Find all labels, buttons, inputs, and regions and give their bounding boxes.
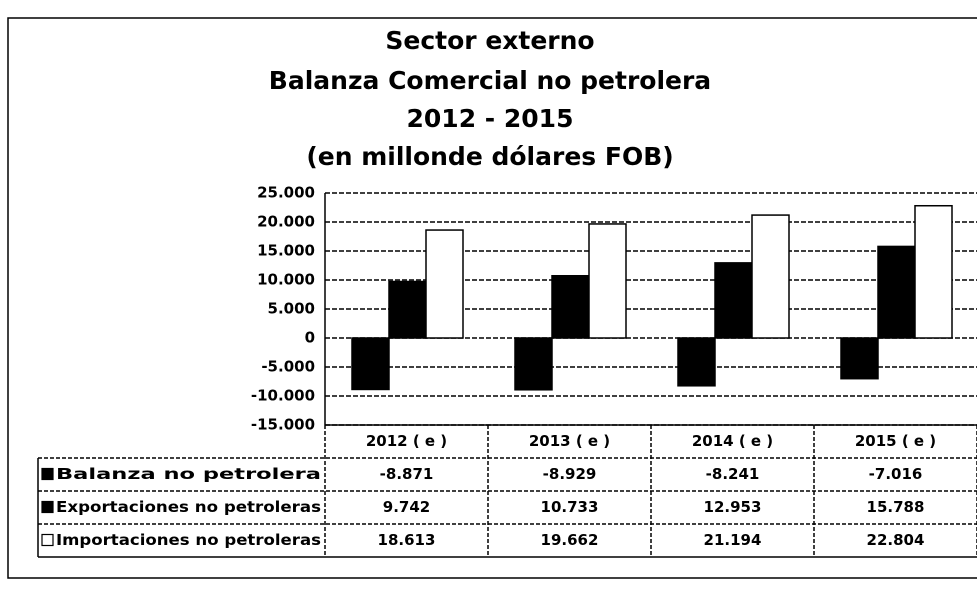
chart-title: Balanza Comercial no petrolera	[269, 66, 711, 95]
data-label: 10.733	[541, 498, 599, 516]
bar	[877, 245, 916, 339]
data-label: 21.194	[704, 531, 762, 549]
x-tick-label: 2015 ( e )	[855, 432, 936, 450]
y-tick-label: 5.000	[268, 300, 315, 318]
bar	[840, 337, 879, 380]
data-label: 9.742	[383, 498, 430, 516]
legend-label: Importaciones no petroleras	[56, 531, 321, 549]
bar	[425, 229, 464, 339]
chart-subtitle: (en millonde dólares FOB)	[306, 142, 673, 171]
y-tick-label: -10.000	[251, 387, 315, 405]
data-label: 15.788	[867, 498, 925, 516]
data-label: 19.662	[541, 531, 599, 549]
y-tick-label: 20.000	[257, 213, 315, 231]
x-tick-label: 2013 ( e )	[529, 432, 610, 450]
data-label: -8.871	[380, 465, 434, 483]
bar	[388, 280, 427, 339]
y-tick-label: 10.000	[257, 271, 315, 289]
bar	[551, 274, 590, 339]
legend-swatch	[41, 467, 54, 481]
data-label: 22.804	[867, 531, 925, 549]
legend-label: Balanza no petrolera	[56, 465, 321, 483]
data-label: 12.953	[704, 498, 762, 516]
data-label: -8.241	[706, 465, 760, 483]
y-tick-label: 15.000	[257, 242, 315, 260]
chart-title: Sector externo	[385, 26, 594, 55]
y-tick-label: 0	[305, 329, 315, 347]
legend-swatch	[41, 533, 54, 547]
legend-label: Exportaciones no petroleras	[56, 498, 321, 516]
y-tick-label: 25.000	[257, 184, 315, 202]
data-label: -7.016	[869, 465, 923, 483]
bar	[588, 223, 627, 339]
data-label: 18.613	[378, 531, 436, 549]
x-tick-label: 2014 ( e )	[692, 432, 773, 450]
bar	[677, 337, 716, 387]
bar	[514, 337, 553, 391]
data-label: -8.929	[543, 465, 597, 483]
x-tick-label: 2012 ( e )	[366, 432, 447, 450]
bar	[351, 337, 390, 391]
bar	[714, 262, 753, 339]
y-tick-label: -5.000	[261, 358, 315, 376]
legend-swatch	[41, 500, 54, 514]
bar	[914, 204, 953, 339]
y-tick-label: -15.000	[251, 416, 315, 434]
bar	[751, 214, 790, 339]
chart-title: 2012 - 2015	[407, 104, 574, 133]
frame	[7, 17, 977, 579]
